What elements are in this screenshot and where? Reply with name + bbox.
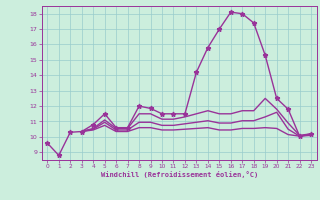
X-axis label: Windchill (Refroidissement éolien,°C): Windchill (Refroidissement éolien,°C) — [100, 171, 258, 178]
